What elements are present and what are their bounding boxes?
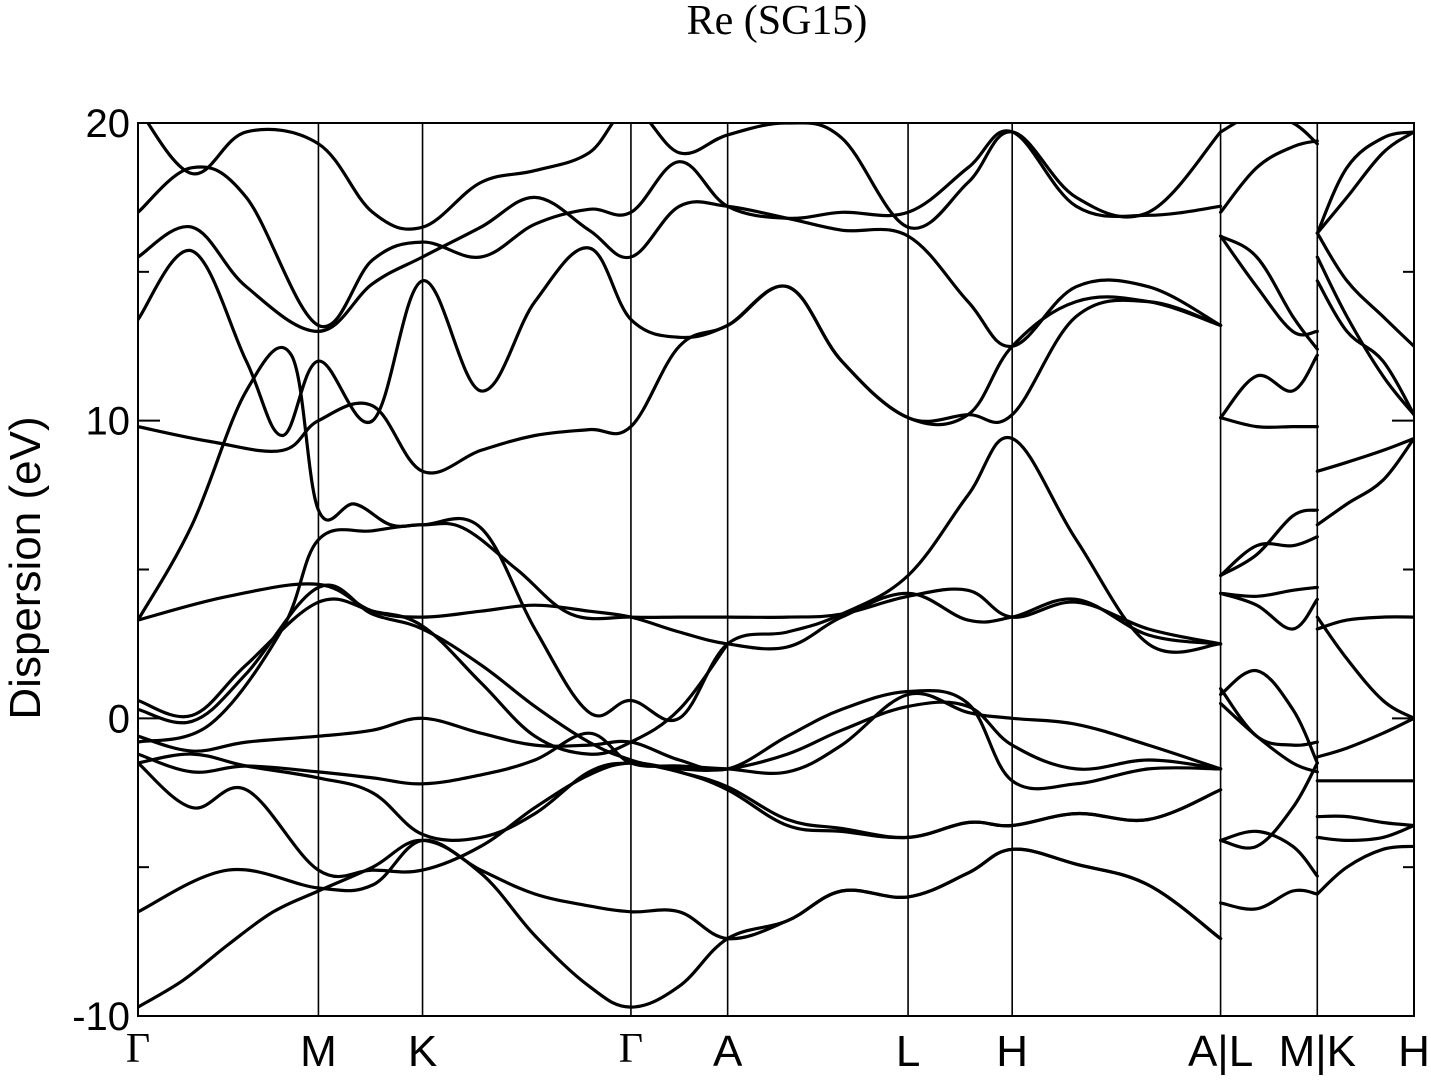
band-line — [1219, 416, 1319, 429]
band-line — [1219, 123, 1319, 146]
band-line — [138, 284, 1223, 475]
band-line — [138, 583, 1223, 840]
band-line — [138, 597, 730, 756]
band-line — [1315, 231, 1414, 348]
kpoint-lines — [317, 123, 1319, 1016]
band-line — [1315, 255, 1414, 417]
y-axis-label: Dispersion (eV) — [1, 416, 50, 719]
band-line — [1315, 814, 1414, 828]
band-line — [146, 123, 1223, 231]
band-line — [1315, 844, 1414, 896]
kpoint-label: K — [408, 1027, 437, 1076]
kpoint-label: A|L — [1188, 1027, 1253, 1076]
kpoint-labels: Γ M K Γ A L H A|L M|K H — [126, 1026, 1430, 1076]
plot-frame — [137, 122, 1415, 1017]
kpoint-label: M — [300, 1027, 337, 1076]
band-line — [138, 129, 1223, 329]
band-line — [1219, 508, 1319, 578]
band-line — [138, 688, 1223, 791]
band-line — [1315, 130, 1414, 235]
band-line — [1219, 701, 1319, 774]
chart-title: Re (SG15) — [687, 0, 868, 44]
band-line — [1219, 669, 1319, 765]
band-line — [1315, 615, 1414, 720]
kpoint-label: Γ — [126, 1026, 150, 1072]
band-line — [1219, 888, 1319, 911]
band-line — [1315, 130, 1414, 235]
band-line — [1219, 585, 1319, 598]
band-line — [1315, 823, 1414, 842]
kpoint-label: A — [713, 1027, 743, 1076]
band-line — [1219, 591, 1319, 631]
band-line — [138, 582, 1223, 651]
band-line — [138, 435, 1223, 744]
kpoint-label: L — [896, 1027, 920, 1076]
band-line — [138, 195, 1223, 348]
band-line — [1219, 234, 1319, 351]
band-line — [1219, 761, 1319, 850]
band-line — [1315, 436, 1414, 527]
band-line — [1219, 687, 1319, 747]
y-ticks: -10 0 10 20 — [72, 102, 1414, 1039]
band-line — [1315, 436, 1414, 473]
band-line — [1219, 234, 1319, 337]
y-tick-label: 10 — [86, 400, 131, 444]
kpoint-label: H — [1398, 1027, 1430, 1076]
y-tick-label: 0 — [108, 697, 130, 741]
band-line — [138, 838, 1223, 1009]
band-line — [1219, 139, 1319, 214]
band-line — [1315, 716, 1414, 759]
band-line — [1219, 535, 1319, 578]
band-line — [138, 838, 1223, 941]
kpoint-label: M|K — [1279, 1027, 1356, 1076]
kpoint-label: Γ — [619, 1026, 643, 1072]
y-tick-label: -10 — [72, 995, 130, 1039]
bands — [138, 123, 1414, 1009]
band-line — [1219, 829, 1319, 878]
kpoint-label: H — [996, 1027, 1028, 1076]
band-line — [138, 346, 1223, 646]
band-line — [1315, 615, 1414, 631]
y-tick-label: 20 — [86, 102, 131, 146]
band-line — [138, 246, 1223, 438]
band-line — [1219, 353, 1319, 420]
band-line — [138, 691, 1223, 786]
